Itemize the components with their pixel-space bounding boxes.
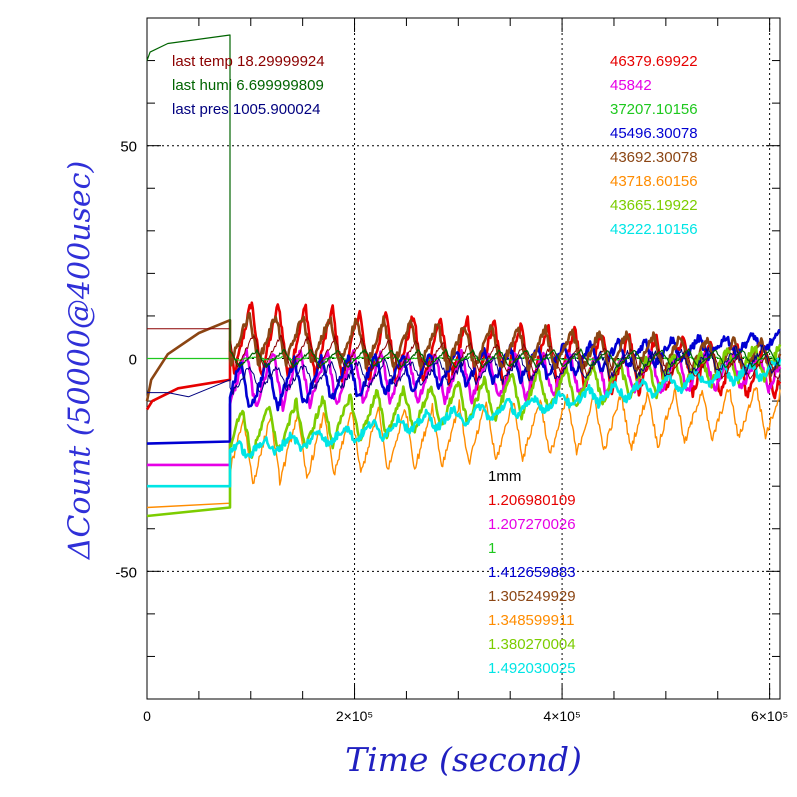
- legend-factor: 1.412659883: [488, 564, 576, 581]
- x-tick-label: 6×10⁵: [751, 708, 788, 724]
- legend-count: 43665.19922: [610, 197, 698, 214]
- env-label: last temp 18.29999924: [172, 53, 325, 70]
- legend-count: 43222.10156: [610, 221, 698, 238]
- legend-factor: 1.492030025: [488, 660, 576, 677]
- legend-count: 45496.30078: [610, 125, 698, 142]
- series-line: [146, 34, 781, 369]
- series-layer: [145, 34, 782, 518]
- x-axis-label: Time (second): [345, 740, 582, 779]
- legend-count: 43718.60156: [610, 173, 698, 190]
- legend-count: 37207.10156: [610, 101, 698, 118]
- series-line: [145, 312, 782, 402]
- legend-count: 45842: [610, 77, 652, 94]
- legend-count: 46379.69922: [610, 53, 698, 70]
- y-tick-label: -50: [115, 564, 137, 581]
- env-label: last pres 1005.900024: [172, 101, 320, 118]
- tick-labels: 0 2×10⁵ 4×10⁵ 6×10⁵ 50 0 -50: [115, 139, 788, 724]
- legend-factor: 1.305249929: [488, 588, 576, 605]
- legend-factor: 1.206980109: [488, 492, 576, 509]
- y-tick-label: 0: [129, 352, 137, 369]
- y-tick-label: 50: [120, 139, 137, 156]
- legend-factor: 1.380270004: [488, 636, 576, 653]
- annotations: last temp 18.29999924 last humi 6.6999998…: [172, 53, 698, 677]
- series-line: [147, 357, 782, 488]
- series-line: [146, 387, 781, 509]
- series-line: [147, 348, 782, 467]
- legend-factor: 1.207270026: [488, 516, 576, 533]
- legend-count: 43692.30078: [610, 149, 698, 166]
- legend-factor-title: 1mm: [488, 468, 521, 485]
- x-tick-label: 0: [143, 708, 151, 724]
- env-label: last humi 6.699999809: [172, 77, 324, 94]
- series-line: [147, 328, 781, 380]
- series-line: [147, 344, 781, 398]
- legend-factor: 1: [488, 540, 496, 557]
- legend-factor: 1.348599911: [488, 612, 574, 629]
- x-tick-label: 2×10⁵: [336, 708, 373, 724]
- x-tick-label: 4×10⁵: [543, 708, 580, 724]
